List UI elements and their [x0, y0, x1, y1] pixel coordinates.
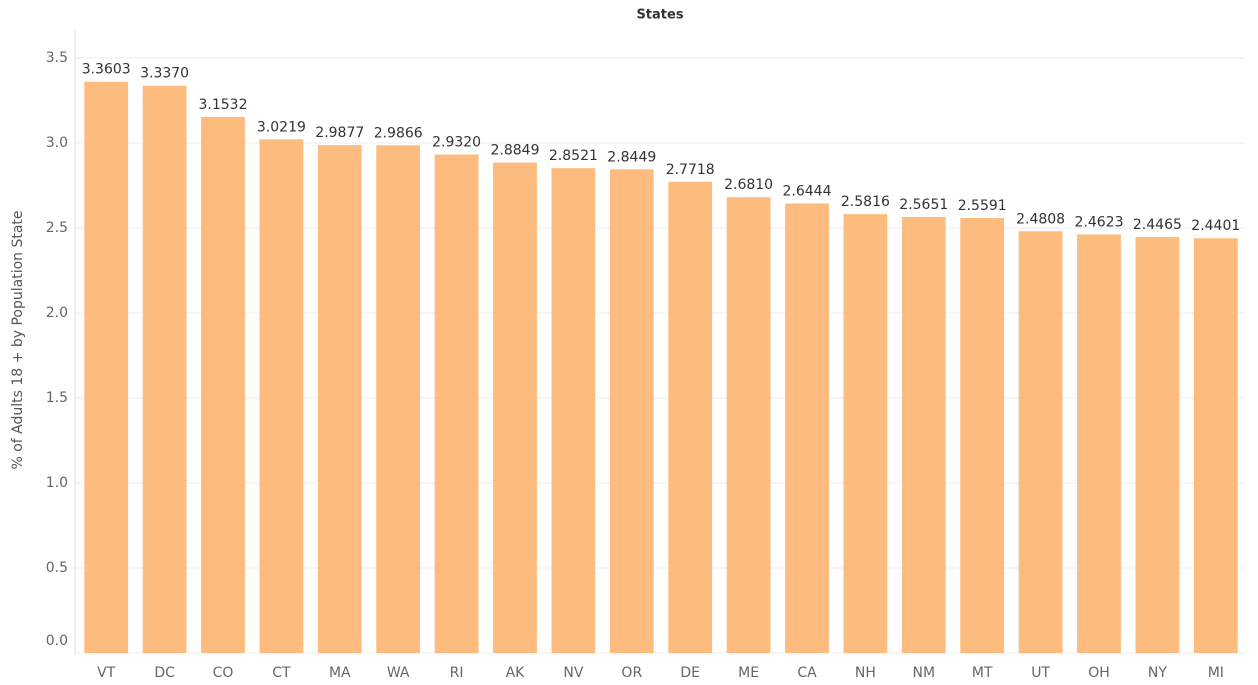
bar [201, 116, 245, 654]
bar [259, 139, 304, 654]
value-label: 3.3370 [140, 66, 189, 82]
y-tick-label: 1.5 [46, 390, 68, 406]
y-tick-label: 2.5 [46, 220, 68, 236]
value-label: 2.9866 [374, 125, 423, 141]
bar [434, 154, 479, 653]
x-tick-label: UT [1031, 665, 1050, 681]
x-tick-label: OR [621, 665, 642, 681]
bar [84, 81, 129, 653]
y-tick-label: 2.0 [46, 305, 68, 321]
x-tick-label: CT [272, 665, 291, 681]
y-tick-label: 3.0 [46, 135, 68, 151]
bar [142, 85, 187, 653]
x-tick-label: MI [1208, 665, 1224, 681]
bar [726, 197, 771, 654]
y-tick-label: 0.0 [46, 633, 68, 649]
bar [317, 145, 362, 653]
bar [1018, 231, 1063, 653]
x-tick-label: VT [97, 665, 116, 681]
value-label: 2.4808 [1016, 211, 1065, 227]
x-tick-label: WA [387, 665, 410, 681]
y-tick-label: 0.5 [46, 560, 68, 576]
x-tick-label: NH [855, 665, 876, 681]
x-tick-label: OH [1088, 665, 1110, 681]
value-label: 2.4623 [1075, 214, 1124, 230]
bar [1077, 234, 1121, 653]
bar [843, 214, 888, 654]
x-tick-label: NV [563, 665, 583, 681]
value-label: 3.3603 [82, 62, 131, 78]
x-tick-label: DE [680, 665, 700, 681]
x-tick-label: NY [1148, 665, 1167, 681]
value-label: 2.6810 [724, 177, 773, 193]
bar [1135, 237, 1180, 653]
x-tick-label: MA [329, 665, 351, 681]
value-label: 3.1532 [199, 97, 248, 113]
y-tick-label: 1.0 [46, 475, 68, 491]
value-label: 2.9877 [315, 125, 364, 141]
x-tick-label: NM [913, 665, 936, 681]
y-axis-label: % of Adults 18 + by Population State [10, 210, 26, 469]
x-tick-label: DC [154, 665, 175, 681]
value-label: 2.6444 [783, 183, 832, 199]
value-label: 2.8449 [607, 149, 656, 165]
bar [1193, 238, 1238, 654]
value-label: 3.0219 [257, 119, 306, 135]
value-label: 2.4465 [1133, 217, 1182, 233]
bar [668, 181, 713, 653]
value-label: 2.5816 [841, 194, 890, 210]
bar [551, 168, 596, 653]
value-label: 2.7718 [666, 162, 715, 178]
x-tick-label: ME [738, 665, 759, 681]
x-tick-label: CO [213, 665, 234, 681]
bar [901, 216, 946, 654]
chart-title: States [636, 8, 683, 23]
x-tick-label: CA [797, 665, 817, 681]
value-label: 2.8521 [549, 148, 598, 164]
x-tick-label: RI [450, 665, 464, 681]
value-label: 2.8849 [491, 143, 540, 159]
y-tick-label: 3.5 [46, 50, 68, 66]
bar [609, 169, 654, 653]
value-label: 2.4401 [1191, 218, 1240, 234]
bar [785, 203, 829, 653]
bar [493, 162, 537, 653]
x-tick-label: AK [506, 665, 526, 681]
value-label: 2.5591 [958, 198, 1007, 214]
bar [376, 145, 421, 653]
bar [960, 217, 1005, 653]
value-label: 2.9320 [432, 135, 481, 151]
x-tick-label: MT [972, 665, 993, 681]
value-label: 2.5651 [899, 197, 948, 213]
